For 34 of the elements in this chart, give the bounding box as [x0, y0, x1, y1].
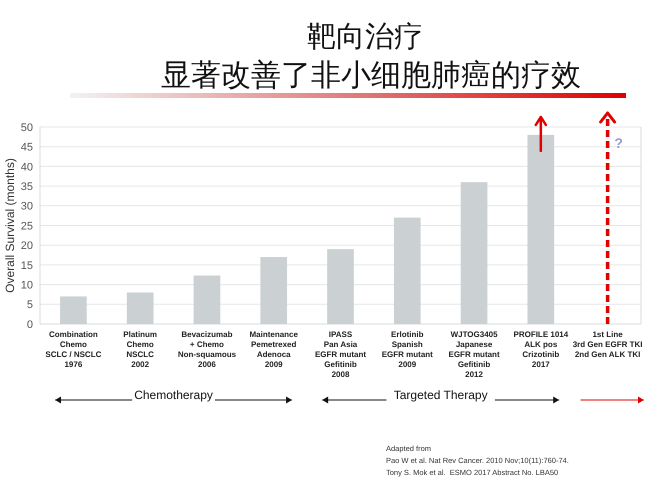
chart-title: 靶向治疗 — [307, 19, 423, 53]
bar — [194, 276, 220, 324]
x-tick-label: 1st Line 3rd Gen EGFR TKI 2nd Gen ALK TKI — [572, 330, 643, 359]
y-tick-label: 10 — [20, 279, 33, 292]
x-tick-label: PROFILE 1014 ALK pos Crizotinib 2017 — [513, 330, 569, 369]
text: Targeted Therapy — [394, 388, 488, 402]
y-tick-label: 20 — [20, 240, 33, 252]
chart-subtitle: 显著改善了非小细胞肺癌的疗效 — [161, 58, 581, 93]
x-tick-label: Platinum Chemo NSCLC 2002 — [123, 330, 158, 369]
bar — [60, 296, 87, 324]
x-tick-label: IPASS Pan Asia EGFR mutant Gefitinib 2008 — [314, 330, 366, 379]
bar — [527, 134, 554, 324]
y-tick-label: 30 — [20, 200, 33, 213]
y-tick-label: 15 — [20, 260, 33, 272]
x-tick-label: WJTOG3405 Japanese EGFR mutant Gefitinib 2012 — [448, 330, 500, 379]
x-tick-label: Maintenance Pemetrexed Adenoca 2009 — [249, 330, 298, 369]
text: Chemotherapy — [134, 388, 213, 402]
x-tick-label: Bevacizumab + Chemo Non-squamous 2006 — [178, 330, 237, 369]
bar — [460, 182, 488, 324]
bar — [260, 257, 288, 324]
y-tick-label: 25 — [20, 220, 33, 232]
bar — [126, 292, 154, 324]
y-tick-label: 45 — [20, 142, 33, 154]
x-tick-label: Combination Chemo SCLC / NSCLC 1976 — [45, 330, 102, 369]
y-axis-title: Overall Survival (months) — [3, 158, 17, 293]
y-tick-label: 0 — [26, 318, 33, 331]
y-tick-label: 40 — [20, 161, 33, 174]
y-tick-label: 5 — [26, 299, 33, 312]
y-tick-label: 35 — [20, 180, 33, 193]
x-tick-label: Erlotinib Spanish EGFR mutant 2009 — [382, 330, 434, 369]
y-tick-label: 50 — [20, 122, 33, 134]
bar — [394, 218, 421, 324]
annotation: ? — [614, 134, 623, 151]
bar — [327, 249, 354, 324]
